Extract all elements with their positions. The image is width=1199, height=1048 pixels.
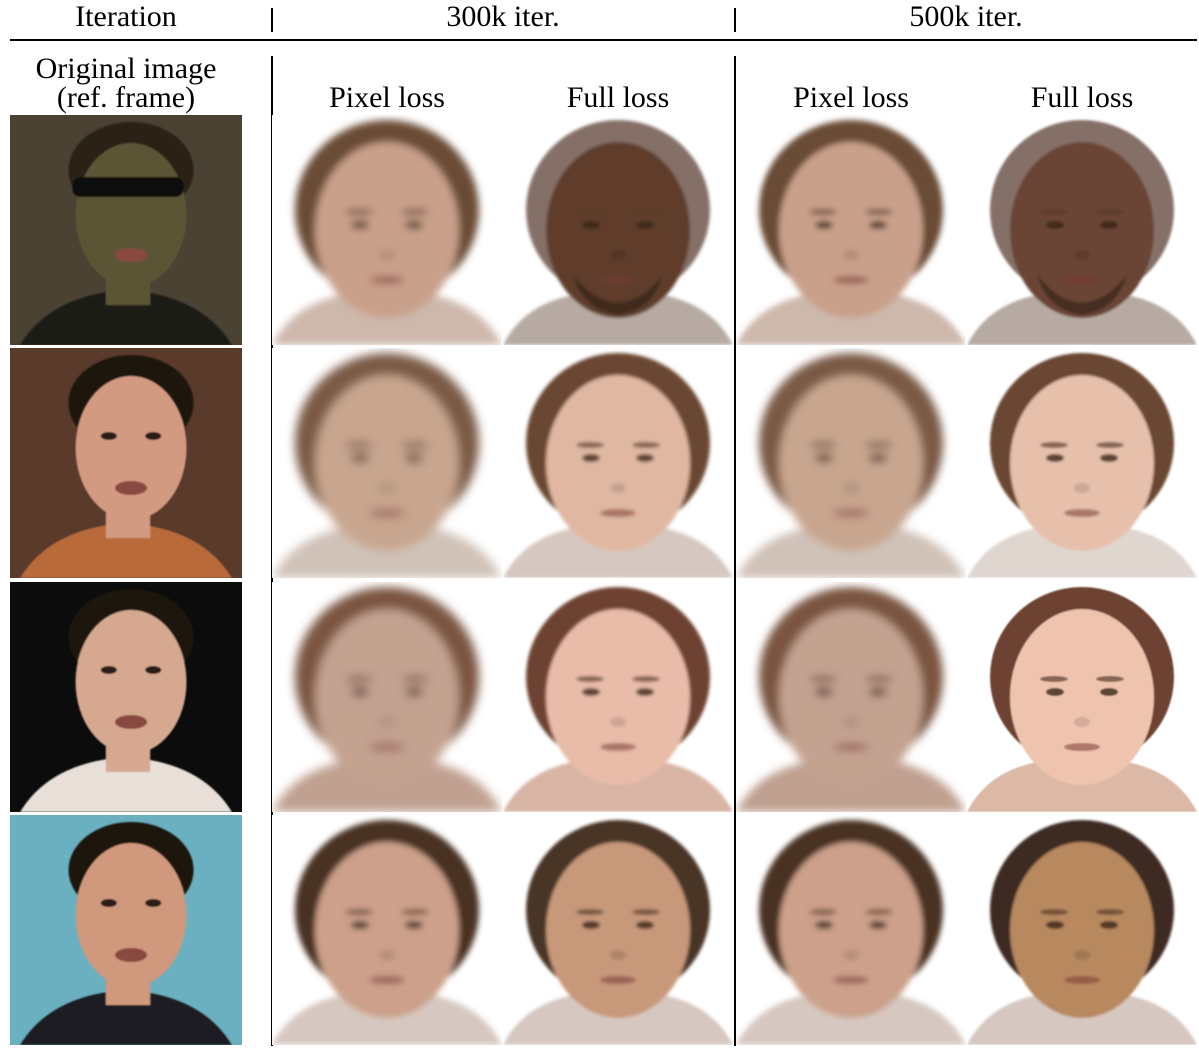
group-label-300k: 300k iter. <box>446 0 560 33</box>
original-image-row-3 <box>10 582 242 812</box>
group-label-500k: 500k iter. <box>909 0 1023 33</box>
generated-face-row-1-col-1 <box>272 115 502 345</box>
original-image-row-4 <box>10 815 242 1045</box>
generated-face-row-1-col-2-face <box>503 115 733 345</box>
header-rule <box>10 39 1197 41</box>
generated-face-row-1-col-3 <box>736 115 966 345</box>
generated-face-row-4-col-1-face <box>272 815 502 1045</box>
generated-face-row-3-col-3 <box>736 582 966 812</box>
column-label-full-loss-500k: Full loss <box>1030 81 1134 114</box>
generated-face-row-4-col-4 <box>967 815 1197 1045</box>
generated-face-row-2-col-4-face <box>967 348 1197 578</box>
column-label-pixel-loss-300k: Pixel loss <box>329 81 445 114</box>
header-tick-left <box>271 8 273 32</box>
generated-face-row-2-col-2 <box>503 348 733 578</box>
generated-face-row-3-col-2-face <box>503 582 733 812</box>
generated-face-row-4-col-4-face <box>967 815 1197 1045</box>
column-label-full-loss-300k: Full loss <box>566 81 670 114</box>
original-image-row-3-face <box>10 582 242 812</box>
generated-face-row-1-col-4-face <box>967 115 1197 345</box>
column-separator-right <box>734 56 736 1046</box>
generated-face-row-2-col-1-face <box>272 348 502 578</box>
original-image-row-2 <box>10 348 242 578</box>
generated-face-row-3-col-1 <box>272 582 502 812</box>
iteration-label: Iteration <box>75 0 177 33</box>
original-label-line1: Original image <box>35 52 217 85</box>
generated-face-row-3-col-1-face <box>272 582 502 812</box>
generated-face-row-1-col-2 <box>503 115 733 345</box>
generated-face-row-2-col-2-face <box>503 348 733 578</box>
column-label-pixel-loss-500k: Pixel loss <box>793 81 909 114</box>
original-image-row-1 <box>10 115 242 345</box>
generated-face-row-3-col-2 <box>503 582 733 812</box>
generated-face-row-1-col-4 <box>967 115 1197 345</box>
generated-face-row-1-col-1-face <box>272 115 502 345</box>
original-label-line2: (ref. frame) <box>56 81 196 114</box>
generated-face-row-2-col-1 <box>272 348 502 578</box>
generated-face-row-2-col-3 <box>736 348 966 578</box>
generated-face-row-3-col-4-face <box>967 582 1197 812</box>
generated-face-row-2-col-4 <box>967 348 1197 578</box>
generated-face-row-3-col-3-face <box>736 582 966 812</box>
generated-face-row-4-col-2 <box>503 815 733 1045</box>
original-image-row-1-face <box>10 115 242 345</box>
generated-face-row-4-col-2-face <box>503 815 733 1045</box>
original-image-row-2-face <box>10 348 242 578</box>
generated-face-row-4-col-3 <box>736 815 966 1045</box>
header-tick-right <box>734 8 736 32</box>
generated-face-row-3-col-4 <box>967 582 1197 812</box>
original-image-row-4-face <box>10 815 242 1045</box>
generated-face-row-4-col-3-face <box>736 815 966 1045</box>
generated-face-row-2-col-3-face <box>736 348 966 578</box>
generated-face-row-4-col-1 <box>272 815 502 1045</box>
generated-face-row-1-col-3-face <box>736 115 966 345</box>
